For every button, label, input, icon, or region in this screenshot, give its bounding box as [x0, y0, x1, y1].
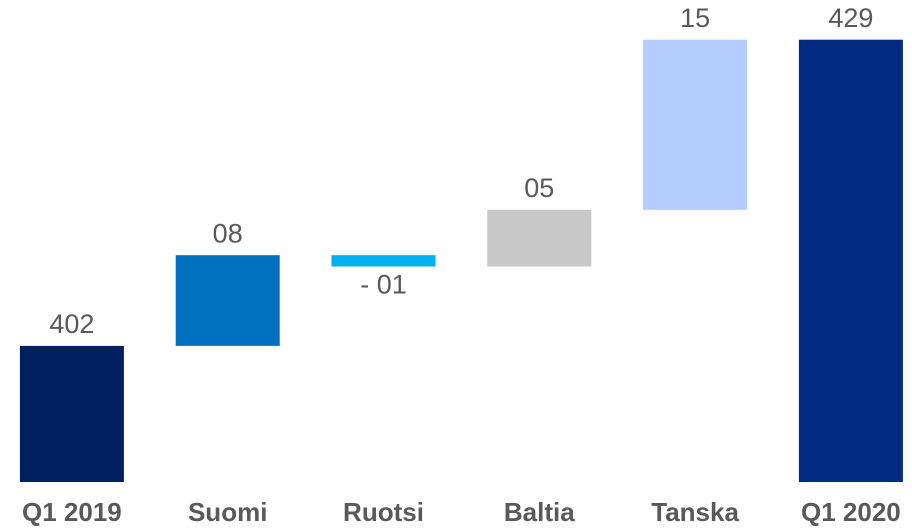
bar	[331, 255, 436, 267]
x-tick-label: Ruotsi	[343, 497, 424, 527]
value-label: - 01	[360, 270, 407, 300]
x-tick-label: Q1 2019	[22, 497, 122, 527]
bar	[19, 345, 124, 482]
bar	[643, 39, 748, 210]
x-tick-label: Tanska	[651, 497, 739, 527]
x-tick-label: Baltia	[504, 497, 575, 527]
value-label: 429	[828, 3, 873, 33]
value-label: 05	[524, 173, 554, 203]
bar	[798, 39, 903, 482]
bar	[175, 255, 280, 346]
x-tick-label: Suomi	[188, 497, 267, 527]
x-tick-label: Q1 2020	[801, 497, 901, 527]
bar	[487, 209, 592, 267]
value-label: 402	[49, 309, 94, 339]
value-label: 08	[213, 218, 243, 248]
value-label: 15	[680, 3, 710, 33]
